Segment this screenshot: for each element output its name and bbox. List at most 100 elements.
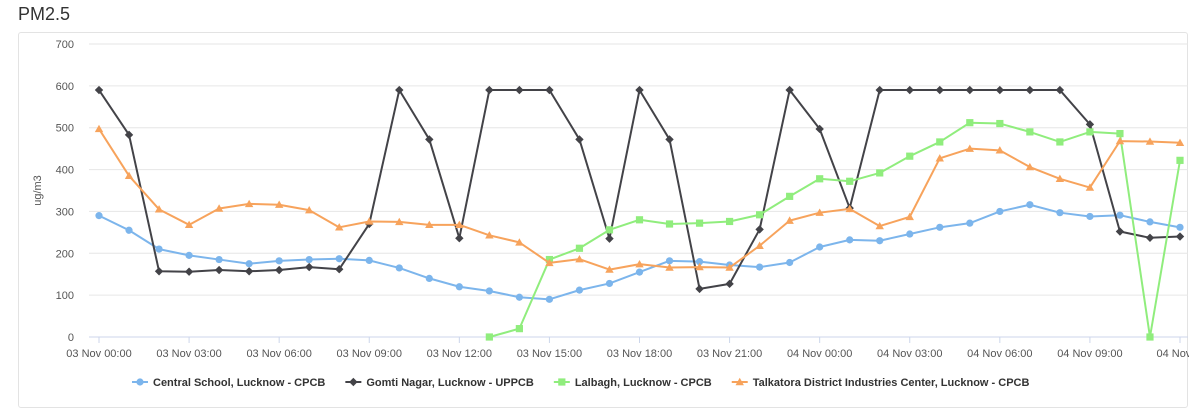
data-point[interactable] xyxy=(665,135,674,144)
data-point[interactable] xyxy=(125,226,133,234)
data-point[interactable] xyxy=(785,216,794,224)
data-point[interactable] xyxy=(575,244,584,252)
legend-item[interactable]: Central School, Lucknow - CPCB xyxy=(132,377,325,389)
data-point[interactable] xyxy=(1145,233,1155,242)
data-point[interactable] xyxy=(965,144,975,152)
data-point[interactable] xyxy=(995,146,1005,154)
data-point[interactable] xyxy=(94,124,104,133)
data-point[interactable] xyxy=(605,279,614,288)
data-point[interactable] xyxy=(635,259,644,268)
data-point[interactable] xyxy=(335,223,344,231)
data-point[interactable] xyxy=(785,85,794,95)
data-point[interactable] xyxy=(124,130,134,140)
data-point[interactable] xyxy=(695,219,704,227)
data-point[interactable] xyxy=(695,262,704,271)
data-point[interactable] xyxy=(905,212,914,221)
data-point[interactable] xyxy=(515,325,523,333)
data-point[interactable] xyxy=(365,256,373,265)
data-point[interactable] xyxy=(635,216,644,224)
data-point[interactable] xyxy=(875,85,884,95)
data-point[interactable] xyxy=(936,138,944,146)
legend-item[interactable]: Talkatora District Industries Center, Lu… xyxy=(731,377,1030,389)
data-point[interactable] xyxy=(304,205,314,214)
data-point[interactable] xyxy=(305,255,313,264)
data-point[interactable] xyxy=(996,119,1004,128)
data-point[interactable] xyxy=(815,208,824,216)
data-point[interactable] xyxy=(215,255,223,264)
data-point[interactable] xyxy=(245,260,253,268)
data-point[interactable] xyxy=(1146,333,1154,341)
data-point[interactable] xyxy=(184,220,194,229)
data-point[interactable] xyxy=(665,257,674,265)
legend-marker[interactable] xyxy=(349,377,358,387)
data-point[interactable] xyxy=(485,231,494,239)
data-point[interactable] xyxy=(1115,227,1125,236)
data-point[interactable] xyxy=(665,263,674,271)
data-point[interactable] xyxy=(935,154,944,162)
data-point[interactable] xyxy=(545,258,554,267)
data-point[interactable] xyxy=(1146,218,1154,226)
data-point[interactable] xyxy=(214,204,224,212)
data-point[interactable] xyxy=(786,192,794,200)
data-point[interactable] xyxy=(455,220,464,229)
data-point[interactable] xyxy=(605,234,614,243)
legend-marker[interactable] xyxy=(558,378,566,386)
data-point[interactable] xyxy=(1055,85,1065,95)
data-point[interactable] xyxy=(1085,183,1095,191)
data-point[interactable] xyxy=(575,135,584,144)
data-point[interactable] xyxy=(455,283,463,291)
data-point[interactable] xyxy=(755,241,764,249)
data-point[interactable] xyxy=(274,200,284,208)
data-point[interactable] xyxy=(395,264,403,272)
data-point[interactable] xyxy=(575,286,584,294)
data-point[interactable] xyxy=(876,237,884,245)
data-point[interactable] xyxy=(966,119,974,127)
data-point[interactable] xyxy=(94,85,104,95)
data-point[interactable] xyxy=(846,236,854,244)
data-point[interactable] xyxy=(154,205,164,213)
data-point[interactable] xyxy=(1056,209,1064,217)
data-point[interactable] xyxy=(244,199,254,208)
data-point[interactable] xyxy=(1175,138,1185,146)
data-point[interactable] xyxy=(155,245,163,253)
data-point[interactable] xyxy=(1145,137,1155,145)
legend-item[interactable]: Lalbagh, Lucknow - CPCB xyxy=(553,377,712,389)
data-point[interactable] xyxy=(1055,174,1065,182)
legend-marker[interactable] xyxy=(735,377,744,386)
data-point[interactable] xyxy=(1026,201,1034,209)
data-point[interactable] xyxy=(575,254,584,263)
data-point[interactable] xyxy=(1086,212,1094,221)
data-point[interactable] xyxy=(846,177,854,185)
data-point[interactable] xyxy=(1176,156,1184,164)
data-point[interactable] xyxy=(996,207,1004,216)
data-point[interactable] xyxy=(335,264,344,274)
data-point[interactable] xyxy=(365,217,374,225)
data-point[interactable] xyxy=(876,169,884,177)
data-point[interactable] xyxy=(816,243,824,251)
data-point[interactable] xyxy=(1116,211,1124,219)
data-point[interactable] xyxy=(665,220,674,228)
data-point[interactable] xyxy=(756,211,764,219)
data-point[interactable] xyxy=(786,258,794,267)
data-point[interactable] xyxy=(1175,232,1185,241)
data-point[interactable] xyxy=(335,255,343,263)
data-point[interactable] xyxy=(756,263,764,271)
data-point[interactable] xyxy=(1085,120,1095,129)
data-point[interactable] xyxy=(605,226,614,234)
legend-item[interactable]: Gomti Nagar, Lucknow - UPPCB xyxy=(345,377,534,389)
data-point[interactable] xyxy=(725,279,734,289)
data-point[interactable] xyxy=(816,175,824,183)
data-point[interactable] xyxy=(995,85,1005,95)
data-point[interactable] xyxy=(906,152,914,160)
data-point[interactable] xyxy=(875,221,884,230)
data-point[interactable] xyxy=(725,217,734,226)
data-point[interactable] xyxy=(635,268,644,276)
data-point[interactable] xyxy=(845,204,854,213)
data-point[interactable] xyxy=(425,220,434,229)
data-point[interactable] xyxy=(515,85,524,95)
data-point[interactable] xyxy=(274,265,284,275)
data-point[interactable] xyxy=(395,217,404,226)
data-point[interactable] xyxy=(605,265,614,273)
data-point[interactable] xyxy=(1025,162,1035,171)
data-point[interactable] xyxy=(1025,85,1035,95)
